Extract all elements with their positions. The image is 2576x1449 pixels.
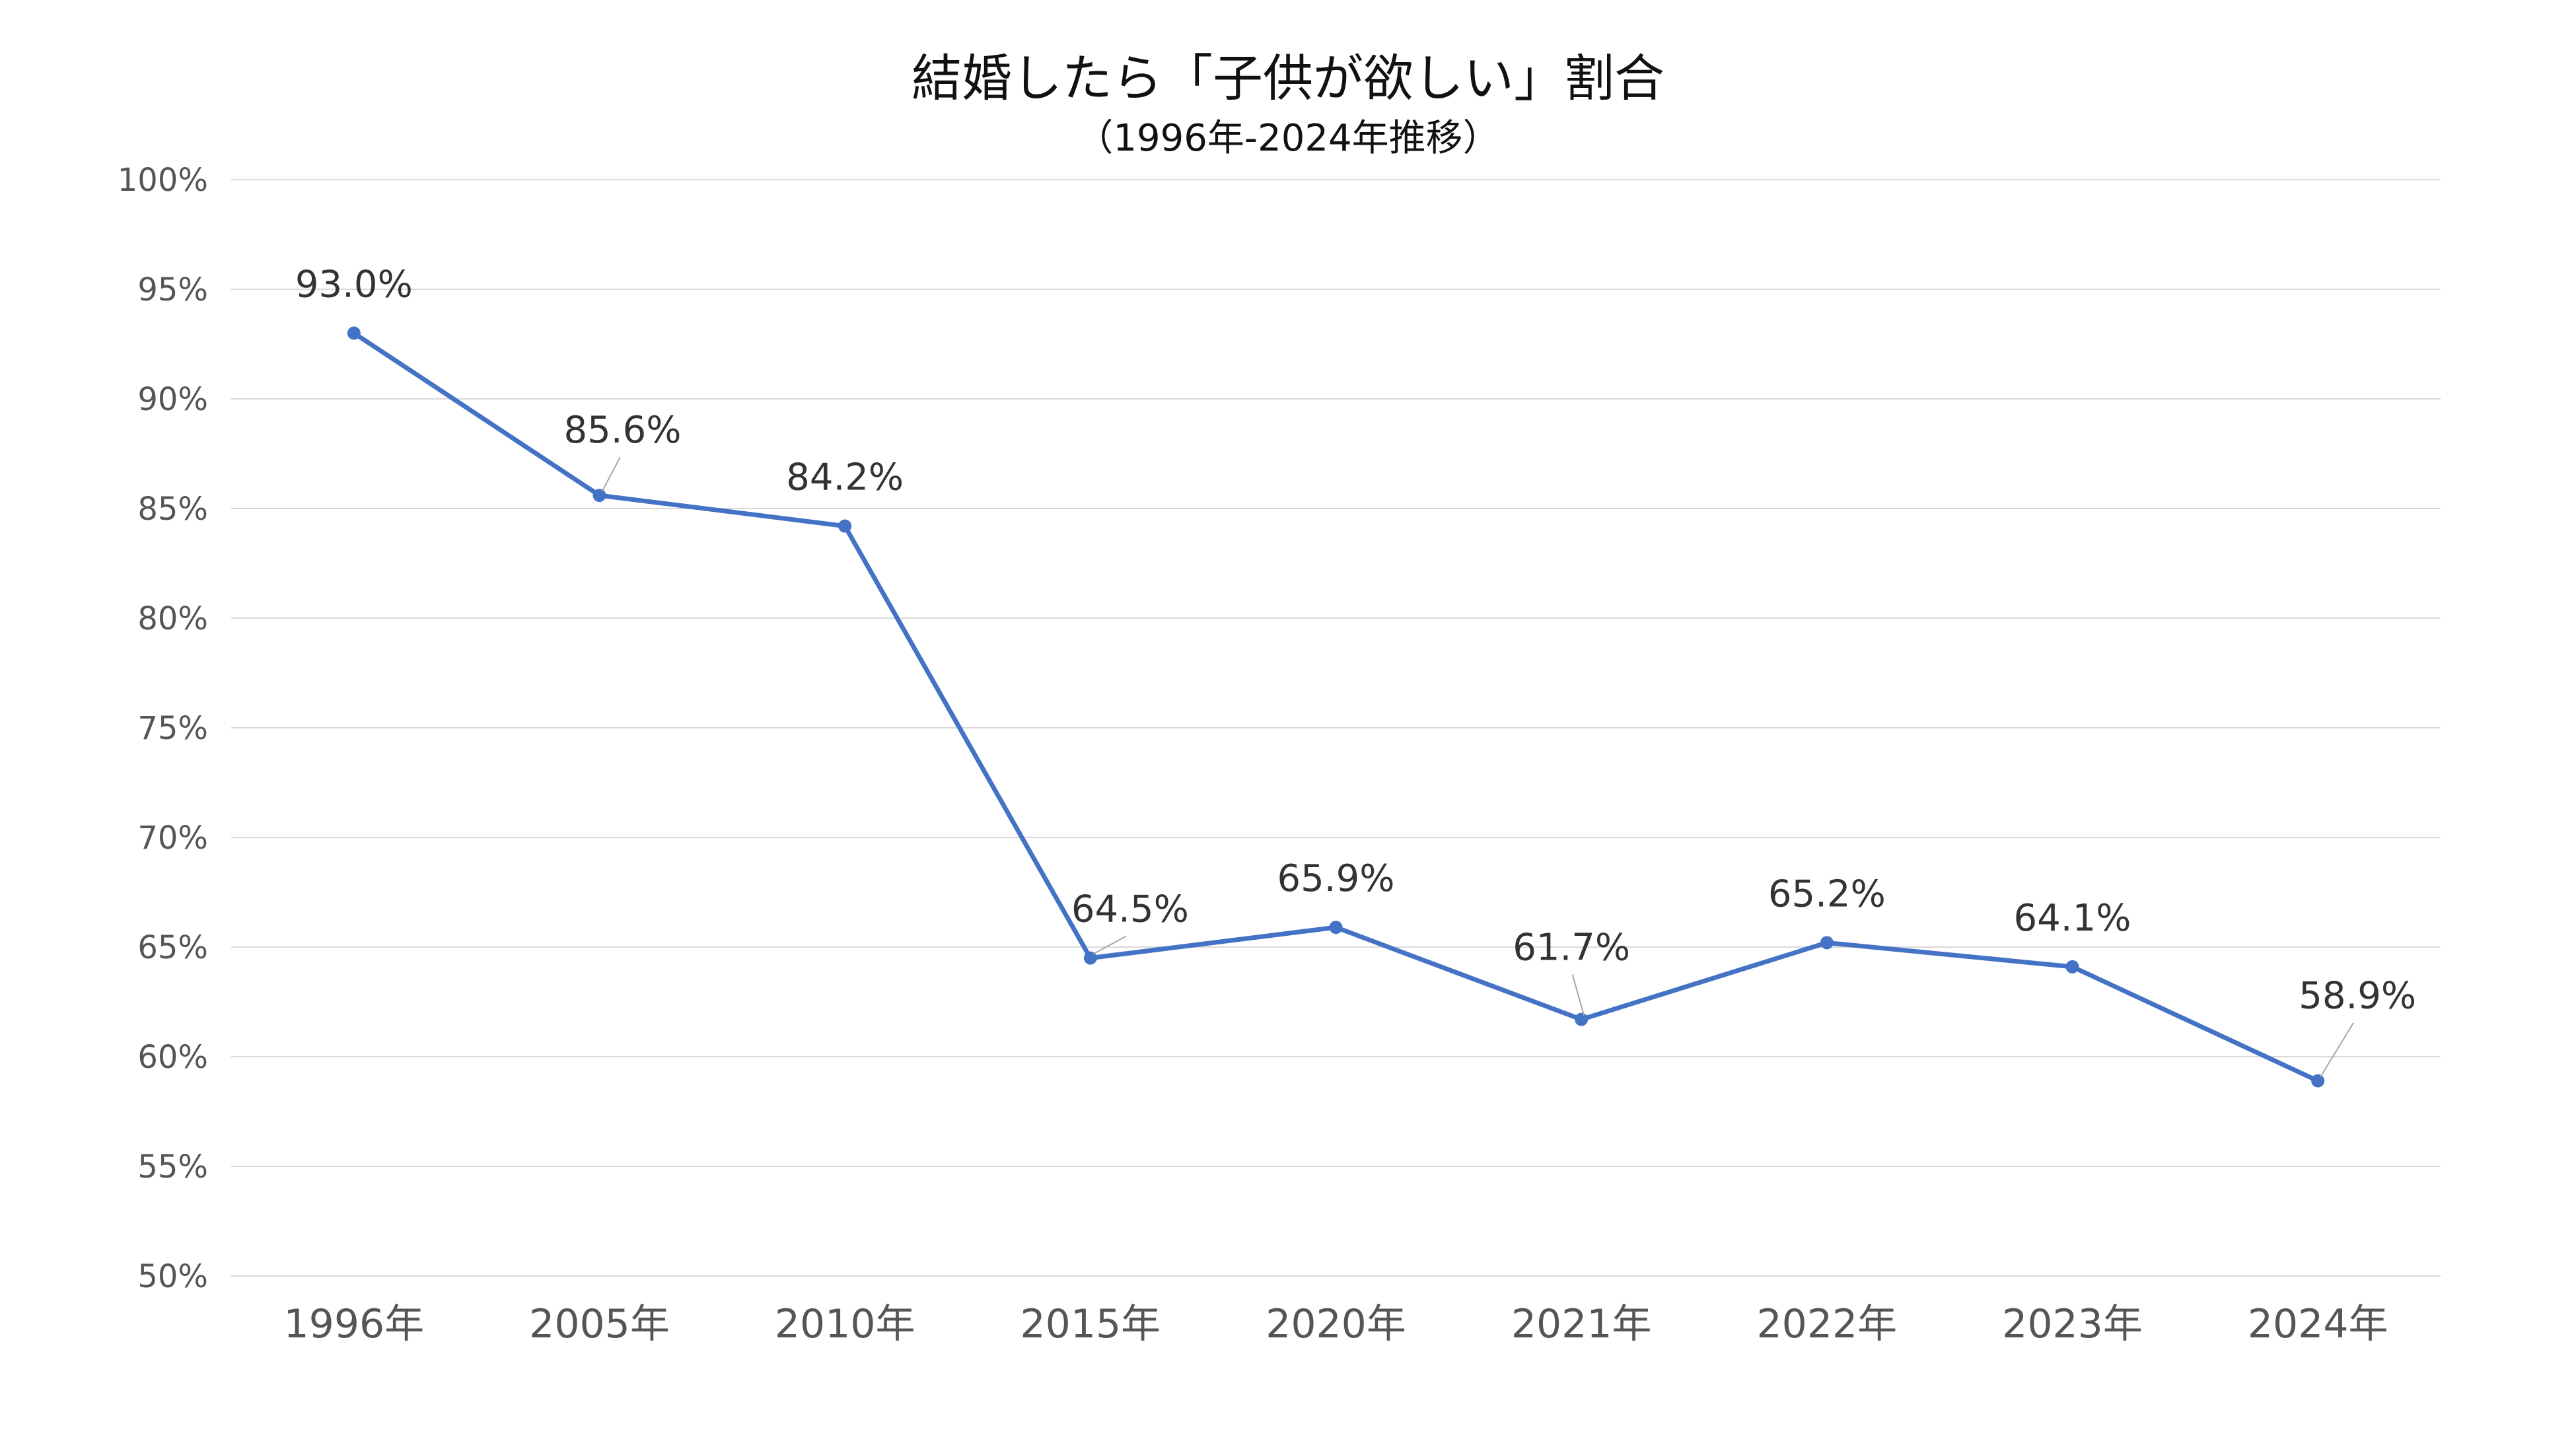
- x-tick-label: 2020年: [1266, 1301, 1406, 1347]
- data-point: [592, 489, 606, 503]
- y-axis-ticks: 50% 55% 60% 65% 70% 75% 80% 85% 90% 95% 100%: [118, 162, 208, 1295]
- x-tick-label: 2021年: [1511, 1301, 1652, 1347]
- y-tick-label: 60%: [137, 1039, 208, 1076]
- data-point: [347, 326, 361, 340]
- x-tick-label: 2010年: [775, 1301, 915, 1347]
- data-point: [1083, 951, 1097, 965]
- data-label: 64.1%: [2014, 897, 2131, 940]
- x-tick-label: 1996年: [283, 1301, 424, 1347]
- label-leader-line: [601, 456, 621, 492]
- y-tick-label: 100%: [118, 162, 208, 199]
- y-tick-label: 95%: [137, 271, 208, 308]
- data-point: [838, 519, 852, 533]
- x-tick-label: 2023年: [2002, 1301, 2143, 1347]
- y-tick-label: 90%: [137, 381, 208, 418]
- data-labels: 93.0% 85.6% 84.2% 64.5% 65.9% 61.7% 65.2% 64.1%…: [295, 263, 2416, 1078]
- data-point: [1329, 921, 1343, 935]
- data-point: [1820, 936, 1834, 950]
- y-tick-label: 55%: [137, 1149, 208, 1185]
- chart-title: 結婚したら「子供が欲しい」割合: [912, 49, 1664, 108]
- data-label: 93.0%: [295, 263, 413, 306]
- chart-subtitle: （1996年-2024年推移）: [1076, 117, 1499, 160]
- data-label: 58.9%: [2299, 975, 2416, 1018]
- data-label: 65.9%: [1277, 857, 1395, 900]
- data-point: [2065, 960, 2079, 973]
- data-label: 65.2%: [1768, 872, 1886, 915]
- data-label: 61.7%: [1513, 927, 1630, 970]
- data-point: [1575, 1012, 1589, 1026]
- data-label: 85.6%: [564, 409, 682, 452]
- x-tick-label: 2015年: [1020, 1301, 1161, 1347]
- label-leader-line: [2320, 1022, 2355, 1078]
- x-tick-label: 2005年: [529, 1301, 670, 1347]
- data-label: 64.5%: [1071, 888, 1189, 931]
- y-tick-label: 70%: [137, 820, 208, 857]
- label-leader-line: [1571, 974, 1585, 1016]
- y-tick-label: 80%: [137, 600, 208, 637]
- label-leader-line: [1092, 935, 1127, 955]
- series-line: [347, 326, 2325, 1088]
- x-tick-label: 2024年: [2248, 1301, 2388, 1347]
- y-tick-label: 75%: [137, 710, 208, 747]
- data-label: 84.2%: [786, 456, 904, 499]
- x-tick-label: 2022年: [1756, 1301, 1897, 1347]
- data-point: [2311, 1074, 2325, 1088]
- y-tick-label: 85%: [137, 491, 208, 528]
- y-tick-label: 65%: [137, 929, 208, 966]
- x-axis-ticks: 1996年 2005年 2010年 2015年 2020年 2021年 2022年 2023年…: [283, 1301, 2388, 1347]
- y-tick-label: 50%: [137, 1258, 208, 1295]
- gridlines: [231, 179, 2441, 1277]
